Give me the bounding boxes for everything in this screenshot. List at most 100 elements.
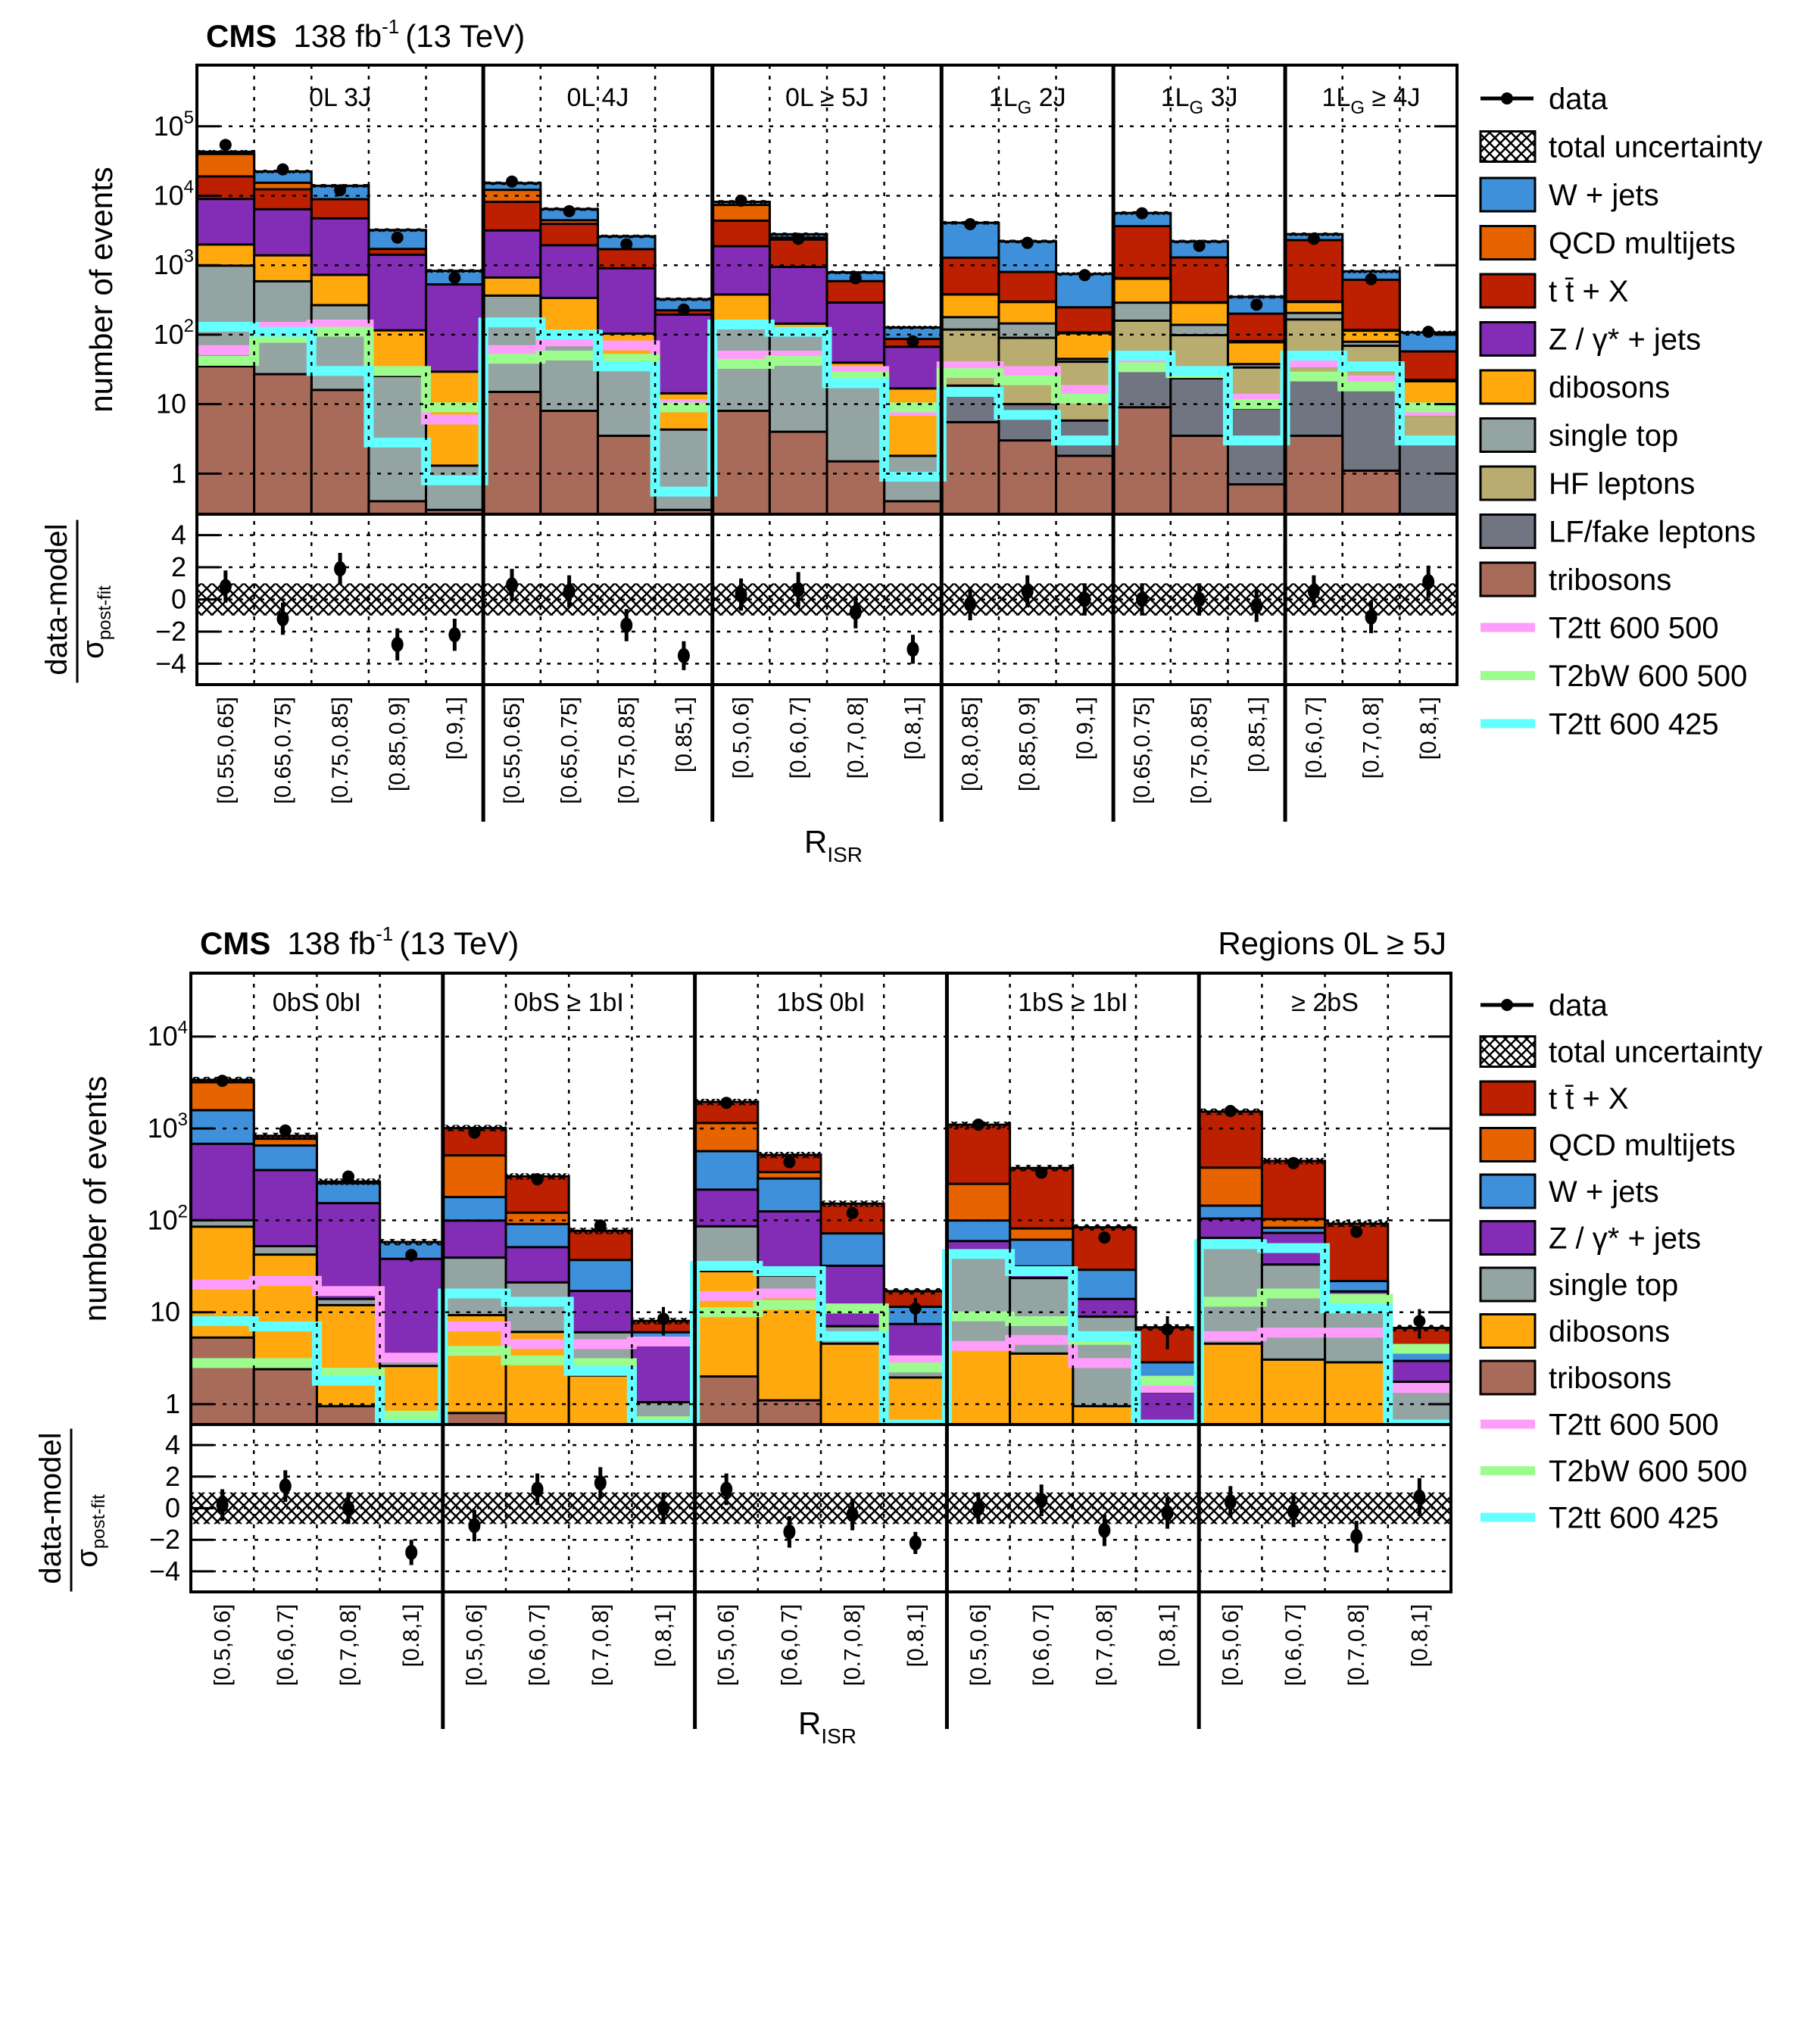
- pull-point: [906, 641, 919, 657]
- pull-point: [1078, 591, 1091, 607]
- data-point: [906, 335, 919, 348]
- bar-tribosons: [711, 410, 771, 514]
- pull-point: [846, 1506, 859, 1522]
- ratio-tick-label: 4: [165, 1429, 180, 1460]
- regions-label: Regions 0L ≥ 5J: [1218, 925, 1446, 961]
- bar-tribosons: [1112, 406, 1172, 514]
- legend-color-swatch: [1479, 369, 1537, 405]
- region-label: 1bS 0bI: [776, 988, 865, 1017]
- x-axis-title-sub: ISR: [821, 1724, 856, 1748]
- uncertainty-band: [655, 297, 713, 301]
- bin-label: [0.8,1]: [1416, 697, 1441, 760]
- bin-label: [0.9,1]: [1072, 697, 1097, 760]
- legend-hatch-swatch: [1479, 1035, 1537, 1068]
- ratio-tick-label: 0: [165, 1493, 180, 1524]
- y-tick-label: 105: [154, 108, 194, 142]
- main-panel: [191, 1075, 1451, 1425]
- bar-tribosons: [757, 1399, 822, 1425]
- bin-label: [0.5,0.6]: [714, 1604, 739, 1686]
- y-tick-label: 103: [148, 1109, 188, 1144]
- region-label-main: 1L: [989, 83, 1018, 112]
- bar-dibosons: [567, 1374, 633, 1425]
- bar-tribosons: [1226, 483, 1287, 514]
- pull-point: [1413, 1489, 1426, 1505]
- bar-tribosons: [367, 500, 428, 514]
- legend-label: QCD multijets: [1549, 1129, 1736, 1162]
- ratio-axis-title-numerator: data-model: [40, 523, 73, 675]
- pull-point: [594, 1475, 607, 1491]
- pull-point: [909, 1535, 922, 1551]
- bin-label: [0.6,0.7]: [777, 1604, 802, 1686]
- legend-label: total uncertainty: [1549, 131, 1762, 164]
- legend-item: tribosons: [1479, 1359, 1671, 1396]
- legend-color-swatch: [1479, 1313, 1537, 1349]
- legend-label: T2tt 600 500: [1549, 1409, 1719, 1442]
- legend-color-swatch: [1479, 225, 1537, 261]
- data-point: [1307, 232, 1320, 245]
- data-point: [1035, 1166, 1048, 1179]
- bin-label: [0.65,0.75]: [1130, 697, 1155, 804]
- legend-label: LF/fake leptons: [1549, 516, 1756, 549]
- region-label-main: 0bS 0bI: [273, 988, 361, 1017]
- data-point: [1136, 207, 1148, 220]
- legend-label: HF leptons: [1549, 467, 1695, 501]
- bar-tribosons: [1055, 454, 1115, 514]
- legend-color-swatch: [1479, 1359, 1537, 1396]
- data-point: [1365, 273, 1378, 286]
- legend-label: data: [1549, 83, 1608, 116]
- legend-label: t t̄ + X: [1549, 1082, 1629, 1116]
- bar-dibosons: [945, 1342, 1012, 1425]
- bar-dibosons: [1072, 1405, 1137, 1425]
- data-point: [531, 1173, 544, 1186]
- legend-color-swatch: [1479, 465, 1537, 501]
- bin-label: [0.6,0.7]: [786, 697, 811, 779]
- bin-label: [0.6,0.7]: [1281, 1604, 1306, 1686]
- legend-color-swatch: [1479, 1173, 1537, 1209]
- bar-z-jets: [1134, 1390, 1200, 1425]
- bar-dibosons: [1260, 1358, 1327, 1425]
- region-label: 0bS 0bI: [273, 988, 361, 1017]
- ratio-tick-label: −4: [149, 1556, 180, 1587]
- bar-dibosons: [882, 1376, 948, 1425]
- pull-point: [405, 1544, 418, 1560]
- region-label: 0L ≥ 5J: [785, 83, 869, 112]
- bar-tribosons: [1169, 434, 1229, 514]
- y-tick-base: 10: [156, 389, 186, 420]
- region-label-sub: G: [1190, 98, 1204, 118]
- legend-label: data: [1549, 989, 1608, 1022]
- region-label-sub: G: [1018, 98, 1032, 118]
- ratio-tick-label: −2: [155, 616, 186, 647]
- pull-point: [448, 627, 461, 643]
- data-point: [594, 1219, 607, 1232]
- main-panel: [197, 139, 1457, 514]
- bin-label: [0.7,0.8]: [588, 1604, 613, 1686]
- y-tick-exponent: 4: [178, 1018, 188, 1038]
- ratio-tick-label: 0: [171, 584, 186, 615]
- uncertainty-band: [379, 1238, 443, 1246]
- bin-label: [0.8,1]: [900, 697, 925, 760]
- bar-tribosons: [768, 430, 828, 514]
- data-point: [1250, 298, 1263, 311]
- data-point: [783, 1156, 796, 1169]
- pull-point: [279, 1478, 292, 1494]
- legend-data-marker: [1501, 92, 1513, 105]
- bin-label: [0.6,0.7]: [1302, 697, 1327, 779]
- region-label: 0L 3J: [309, 83, 371, 112]
- bar-dibosons: [819, 1342, 885, 1425]
- ratio-tick-label: −2: [149, 1524, 180, 1555]
- data-point: [677, 303, 690, 316]
- pull-point: [657, 1500, 669, 1516]
- pull-point: [563, 583, 576, 599]
- bin-label: [0.8,1]: [903, 1604, 928, 1667]
- y-tick-base: 10: [148, 1021, 178, 1052]
- cms-label: CMS: [200, 925, 270, 961]
- ratio-tick-label: −4: [155, 648, 186, 679]
- lumi-exponent: -1: [376, 922, 393, 945]
- pull-point: [1021, 583, 1034, 599]
- uncertainty-band: [197, 150, 254, 154]
- region-label: 1LG 2J: [989, 83, 1066, 118]
- ratio-tick-label: 2: [171, 551, 186, 582]
- pull-point: [342, 1500, 354, 1516]
- data-point: [1098, 1231, 1111, 1244]
- legend-item: QCD multijets: [1479, 225, 1736, 261]
